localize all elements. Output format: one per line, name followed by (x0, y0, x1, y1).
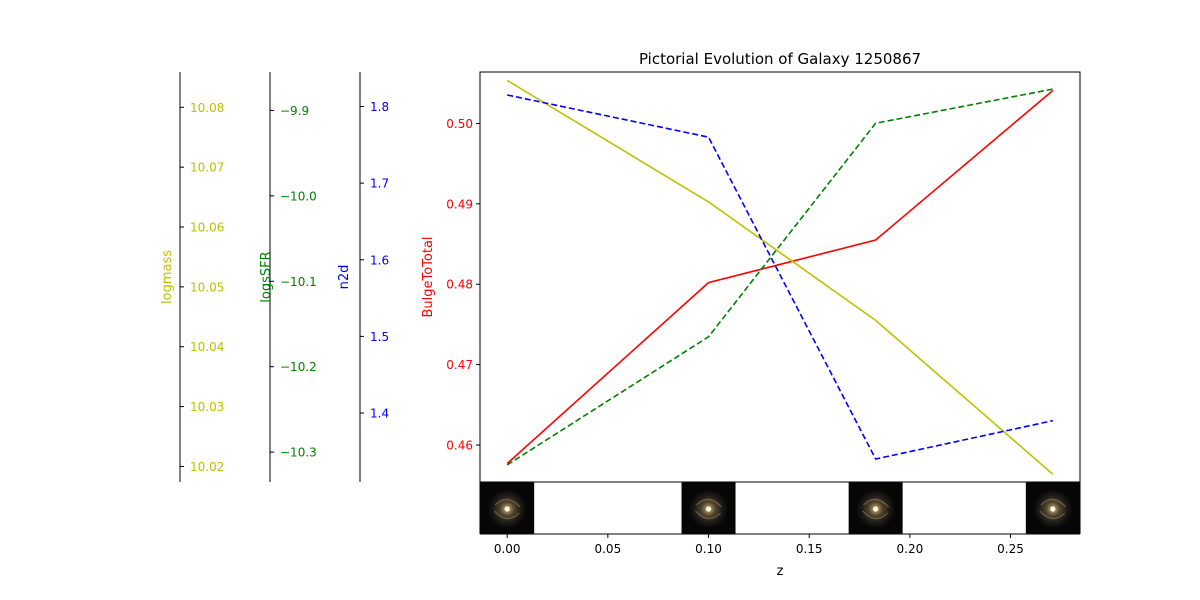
n2d-axis-label: n2d (337, 265, 352, 290)
x-axis-label: z (777, 564, 784, 579)
galaxy-thumbnail (480, 482, 535, 534)
n2d-tick-label: 1.5 (370, 330, 389, 344)
logmass-tick-label: 10.08 (190, 101, 224, 115)
galaxy-arm (862, 510, 889, 520)
logmass-axis-label: logmass (160, 250, 175, 304)
bulgetototal-tick-label: 0.46 (446, 439, 473, 453)
galaxy-arm (493, 510, 520, 520)
logmass-tick-label: 10.05 (190, 280, 224, 294)
galaxy-thumbnail (1025, 482, 1080, 534)
logssfr-tick-label: −10.0 (280, 189, 317, 203)
logmass-tick-label: 10.02 (190, 460, 224, 474)
galaxy-core (1050, 506, 1056, 512)
thumbnail-strip (480, 482, 1080, 534)
logmass-tick-label: 10.07 (190, 161, 224, 175)
logssfr-tick-label: −10.3 (280, 446, 317, 460)
galaxy-core (504, 506, 510, 512)
n2d-series-line (507, 94, 1053, 460)
galaxy-core (705, 506, 712, 512)
axes-layer: 0.00 0.05 0.10 0.15 0.20 0.25 0.46 0.47 0.48 0.49… (160, 71, 1081, 556)
logmass-tick-label: 10.04 (190, 340, 224, 354)
galaxy-arm (1040, 498, 1067, 508)
n2d-tick-label: 1.7 (370, 177, 389, 191)
logssfr-tick-label: −10.1 (280, 275, 317, 289)
x-tick-label: 0.10 (695, 542, 722, 556)
galaxy-arm (1039, 510, 1066, 520)
bulgetototal-series-line (506, 89, 1054, 465)
x-tick-label: 0.05 (594, 542, 621, 556)
bulgetototal-tick-label: 0.47 (446, 358, 473, 372)
galaxy-core (873, 506, 879, 512)
galaxy-thumbnail (848, 482, 903, 534)
bulgetototal-axis-label: BulgeToTotal (421, 236, 436, 317)
logssfr-tick-label: −9.9 (280, 104, 309, 118)
bulgetototal-tick-label: 0.50 (446, 117, 473, 131)
galaxy-arm (696, 498, 722, 508)
chart-title: Pictorial Evolution of Galaxy 1250867 (639, 50, 921, 68)
galaxy-arm (863, 498, 890, 508)
n2d-tick-label: 1.8 (370, 100, 389, 114)
bulgetototal-tick-label: 0.49 (446, 197, 473, 211)
logssfr-tick-label: −10.2 (280, 360, 317, 374)
galaxy-thumbnail (681, 482, 736, 534)
logmass-tick-label: 10.06 (190, 221, 224, 235)
n2d-tick-label: 1.6 (370, 253, 389, 267)
x-tick-label: 0.25 (997, 542, 1024, 556)
galaxy-arm (695, 510, 721, 520)
galaxy-arm (494, 498, 521, 508)
x-tick-label: 0.15 (796, 542, 823, 556)
x-tick-label: 0.20 (897, 542, 924, 556)
logssfr-series-line (506, 88, 1053, 466)
logmass-tick-label: 10.03 (190, 400, 224, 414)
n2d-tick-label: 1.4 (370, 407, 389, 421)
logmass-series-line (506, 79, 1054, 475)
bulgetototal-tick-label: 0.48 (446, 278, 473, 292)
series-lines (506, 79, 1054, 475)
x-tick-label: 0.00 (494, 542, 521, 556)
logssfr-axis-label: logsSFR (259, 251, 274, 302)
